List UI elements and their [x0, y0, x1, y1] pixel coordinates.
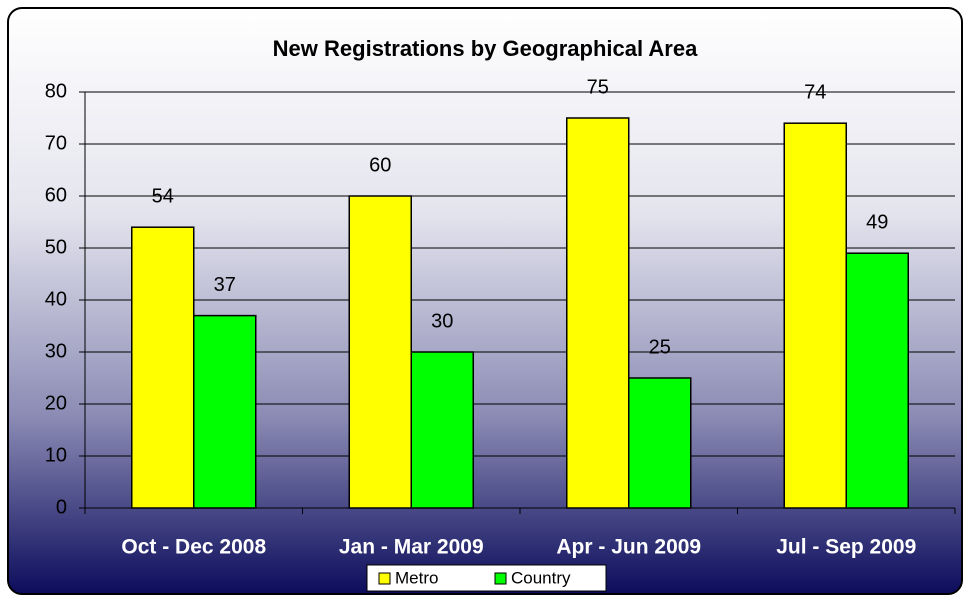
- y-tick-label: 80: [45, 80, 67, 102]
- data-label: 74: [804, 81, 826, 103]
- y-tick-label: 20: [45, 392, 67, 414]
- data-label: 30: [431, 310, 453, 332]
- legend-label: Metro: [395, 568, 438, 587]
- x-tick-label: Apr - Jun 2009: [556, 536, 701, 559]
- x-tick-label: Jul - Sep 2009: [776, 536, 916, 559]
- y-tick-label: 0: [56, 496, 67, 518]
- bar: [628, 377, 692, 509]
- bar: [410, 351, 474, 509]
- x-tick-label: Jan - Mar 2009: [339, 536, 484, 559]
- data-label: 60: [369, 154, 391, 176]
- legend-swatch: [494, 572, 507, 585]
- y-tick-label: 10: [45, 444, 67, 466]
- legend-swatch: [378, 572, 391, 585]
- data-label: 49: [866, 211, 888, 233]
- bar: [566, 117, 630, 509]
- chart-title: New Registrations by Geographical Area: [273, 36, 698, 61]
- legend: [366, 564, 607, 592]
- bar: [845, 252, 909, 509]
- legend-label: Country: [511, 568, 571, 587]
- bar: [193, 314, 257, 509]
- data-label: 37: [214, 274, 236, 296]
- y-tick-label: 40: [45, 288, 67, 310]
- bar: [131, 226, 195, 509]
- x-tick-label: Oct - Dec 2008: [121, 536, 266, 559]
- bar: [783, 122, 847, 509]
- data-label: 25: [649, 336, 671, 358]
- data-label: 75: [587, 76, 609, 98]
- y-tick-label: 60: [45, 184, 67, 206]
- bar: [348, 195, 412, 509]
- y-tick-label: 50: [45, 236, 67, 258]
- data-label: 54: [152, 185, 174, 207]
- y-tick-label: 30: [45, 340, 67, 362]
- y-tick-label: 70: [45, 132, 67, 154]
